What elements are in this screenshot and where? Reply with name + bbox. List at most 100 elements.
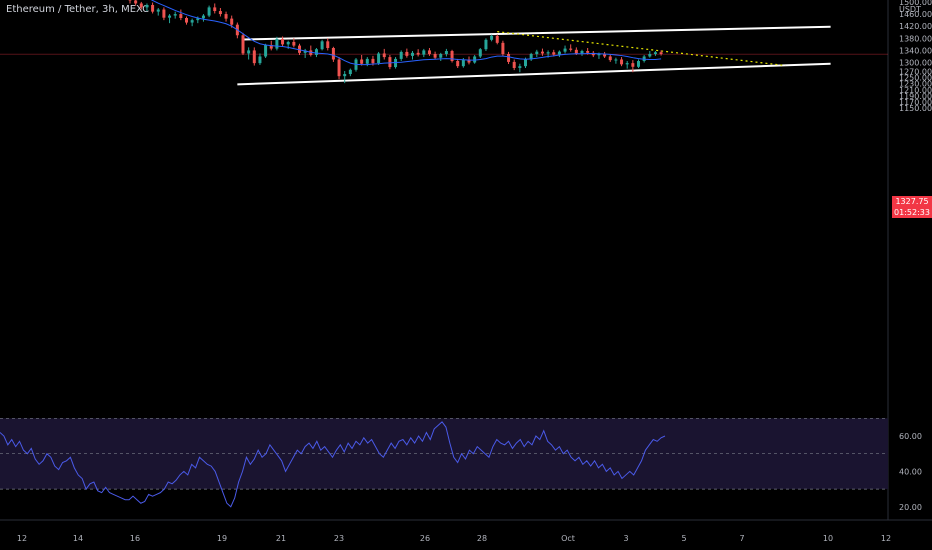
candle-body — [507, 54, 511, 62]
candle-body — [156, 9, 160, 12]
candle-body — [286, 41, 290, 45]
candle-body — [580, 51, 584, 54]
candle-body — [490, 35, 494, 40]
candle-body — [365, 58, 369, 64]
time-tick-label: 3 — [623, 534, 628, 543]
candle-body — [247, 50, 251, 54]
candle-body — [173, 14, 177, 16]
candle-body — [348, 69, 352, 75]
price-tick-label: 1340.00 — [899, 46, 932, 55]
candle-body — [213, 7, 217, 12]
candle-body — [201, 15, 205, 19]
candles-group — [128, 0, 663, 84]
candle-body — [264, 44, 268, 57]
candle-body — [467, 59, 471, 63]
candle-body — [162, 9, 166, 18]
candle-body — [411, 52, 414, 56]
candle-body — [151, 4, 155, 12]
candle-body — [433, 54, 437, 58]
candle-body — [281, 38, 285, 45]
candle-body — [552, 52, 556, 55]
candle-body — [614, 59, 618, 61]
candle-body — [648, 54, 652, 57]
time-tick-label: 26 — [420, 534, 430, 543]
time-tick-label: 19 — [217, 534, 227, 543]
candle-body — [557, 51, 561, 55]
candle-body — [659, 52, 663, 55]
candle-body — [399, 51, 403, 59]
rsi-tick-label: 20.00 — [899, 503, 922, 512]
time-tick-label: 21 — [276, 534, 286, 543]
candle-body — [653, 52, 657, 55]
candle-body — [134, 0, 138, 4]
candle-body — [625, 63, 629, 65]
candle-body — [196, 18, 200, 21]
candle-body — [320, 41, 324, 50]
chart-title: Ethereum / Tether, 3h, MEXC — [6, 4, 150, 15]
candle-body — [484, 39, 488, 50]
price-tick-label: 1230.00 — [899, 80, 932, 89]
candle-body — [218, 11, 222, 15]
candle-body — [535, 51, 539, 55]
last-price-badge: 1327.75 01:52:33 — [892, 196, 932, 218]
time-tick-label: 10 — [823, 534, 833, 543]
candle-body — [314, 49, 318, 55]
time-tick-label: 12 — [17, 534, 27, 543]
time-tick-label: 28 — [477, 534, 487, 543]
candle-body — [292, 41, 296, 46]
candle-body — [360, 59, 364, 64]
candle-body — [371, 58, 375, 64]
candle-body — [207, 7, 211, 16]
candle-body — [416, 52, 420, 55]
candle-body — [145, 4, 149, 8]
candle-body — [422, 50, 426, 55]
candle-body — [258, 56, 262, 64]
candle-body — [501, 42, 505, 55]
candle-body — [631, 63, 635, 67]
last-price-value: 1327.75 — [895, 197, 929, 206]
candle-body — [439, 54, 443, 58]
time-tick-label: 7 — [739, 534, 744, 543]
time-tick-label: 23 — [334, 534, 344, 543]
candle-body — [168, 15, 172, 18]
candle-body — [337, 59, 341, 77]
candle-body — [241, 35, 245, 54]
candle-body — [427, 50, 431, 55]
candle-body — [139, 3, 143, 8]
candle-body — [524, 59, 527, 67]
candle-body — [574, 49, 578, 54]
rsi-tick-label: 60.00 — [899, 432, 922, 441]
price-tick-label: 1460.00 — [899, 10, 932, 19]
price-tick-label: 1500.00 — [899, 0, 932, 7]
candle-body — [461, 59, 465, 67]
time-tick-label: 12 — [881, 534, 891, 543]
time-tick-label: 5 — [681, 534, 686, 543]
candle-body — [444, 51, 448, 55]
candle-body — [603, 54, 607, 57]
candle-body — [388, 57, 392, 68]
candle-body — [298, 45, 301, 53]
price-tick-label: 1300.00 — [899, 59, 932, 68]
candle-body — [512, 61, 516, 68]
price-tick-label: 1420.00 — [899, 22, 932, 31]
candle-body — [546, 52, 550, 54]
candle-body — [637, 61, 640, 67]
price-axis-unit: USDT — [899, 5, 921, 14]
price-tick-label: 1210.00 — [899, 86, 932, 95]
candle-body — [331, 47, 335, 60]
candle-body — [540, 51, 544, 54]
candle-body — [326, 41, 330, 48]
candle-body — [185, 18, 188, 23]
rsi-tick-label: 40.00 — [899, 467, 922, 476]
time-tick-label: Oct — [561, 534, 575, 543]
candle-body — [405, 51, 409, 56]
candle-body — [303, 50, 307, 53]
countdown-timer: 01:52:33 — [894, 208, 930, 217]
candle-body — [252, 50, 256, 64]
candle-body — [224, 14, 228, 19]
triangle-trendline-0 — [242, 25, 831, 41]
candle-body — [620, 59, 624, 65]
candle-body — [450, 51, 454, 62]
candle-body — [230, 18, 234, 25]
